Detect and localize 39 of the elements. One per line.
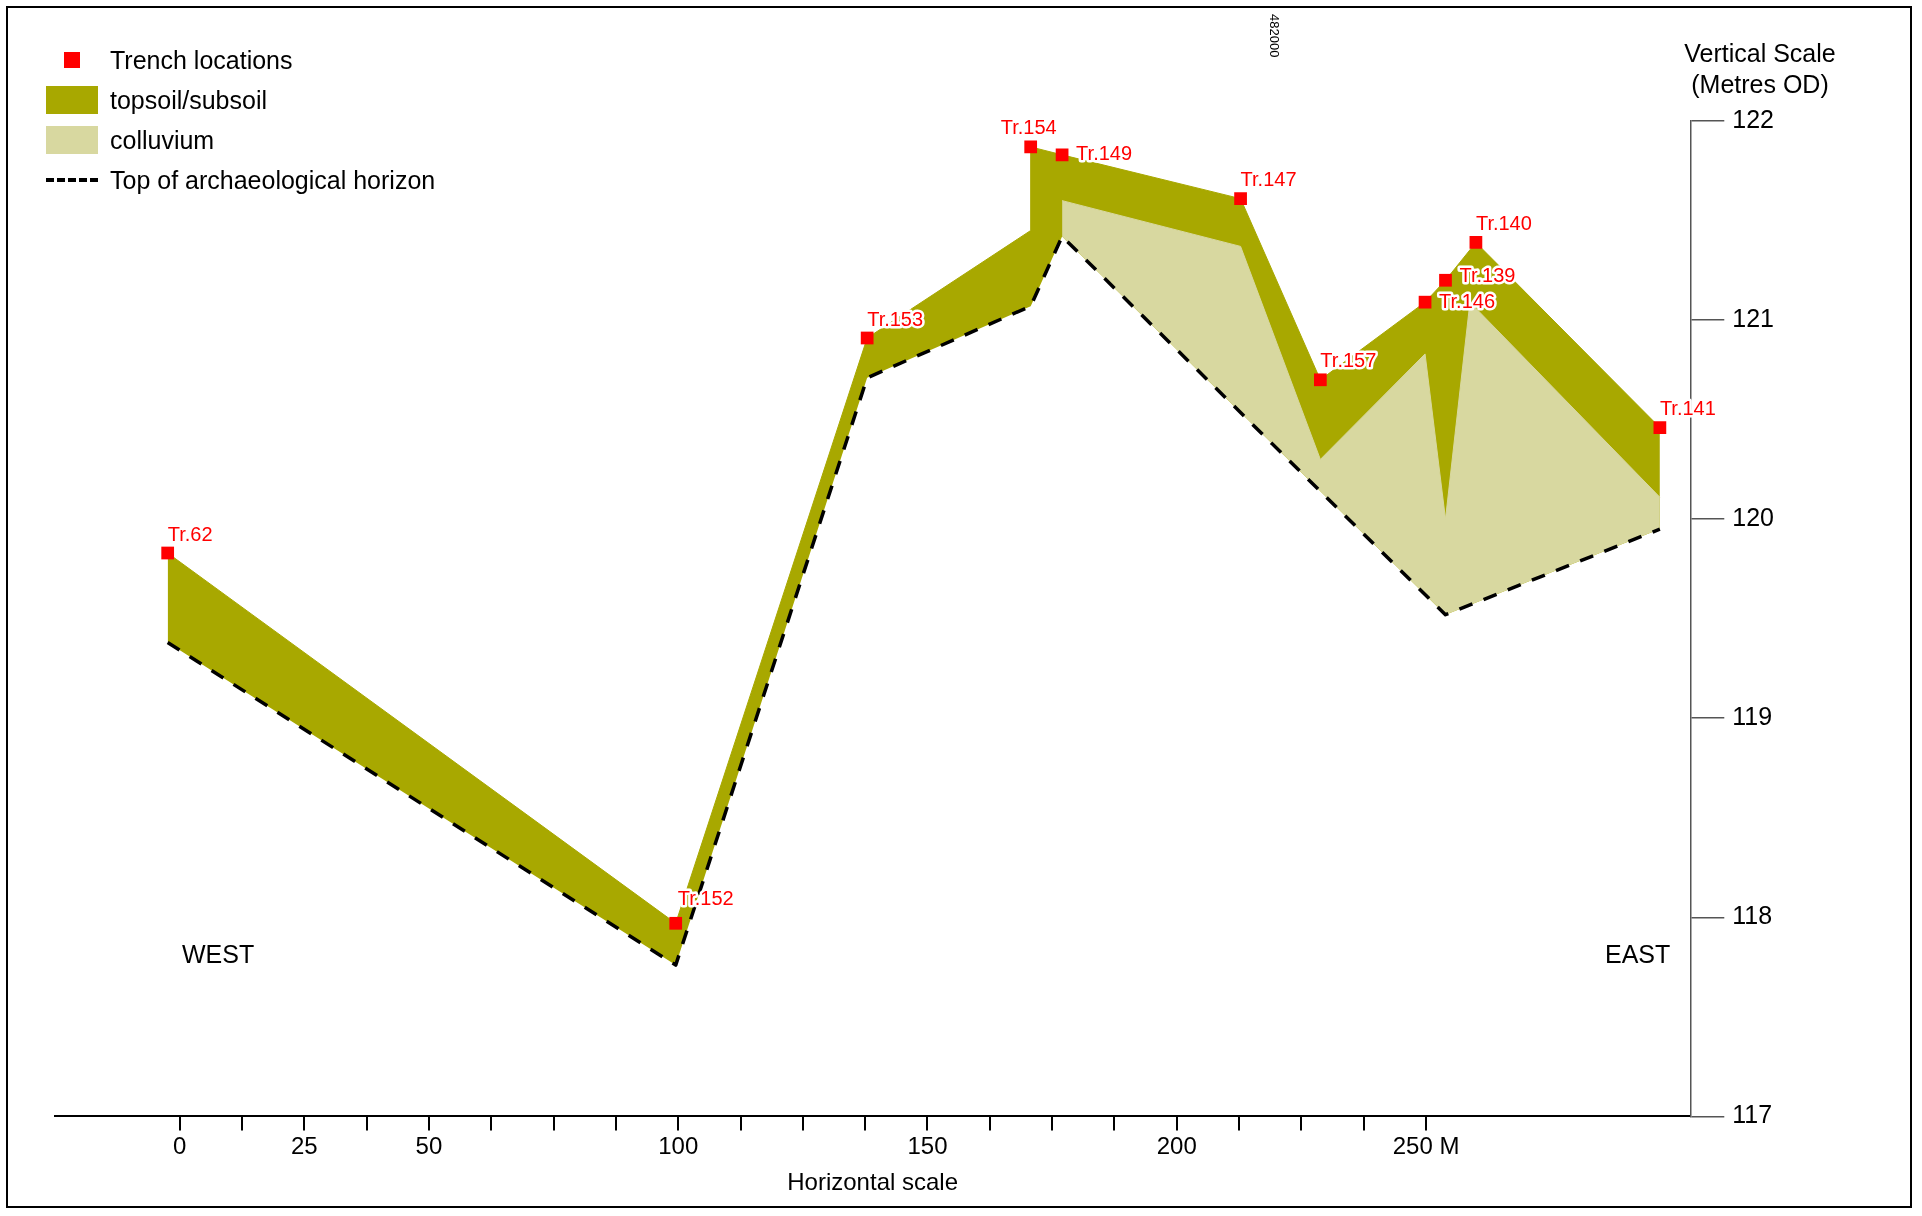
x-tick-label: 100 — [658, 1132, 699, 1160]
legend-label: Trench locations — [110, 45, 293, 75]
text: 482000 — [1267, 14, 1282, 58]
data-label: Tr.154 — [1000, 116, 1057, 139]
y-tick-label: 122 — [1732, 104, 1775, 133]
x-tick-label: 200 — [1156, 1132, 1197, 1160]
point — [1055, 148, 1069, 162]
y-tick-label: 119 — [1732, 702, 1773, 731]
point — [1469, 236, 1483, 249]
y-tick-label: 117 — [1732, 1100, 1773, 1129]
point — [1313, 373, 1327, 387]
y-axis-title: Vertical Scale (Metres OD) — [1683, 38, 1837, 100]
annotation: WEST — [182, 940, 255, 969]
x-tick-label: 50 — [415, 1132, 443, 1160]
y-tick-label: 120 — [1732, 503, 1775, 532]
point — [1418, 295, 1432, 309]
data-label: Tr.140 — [1475, 211, 1532, 234]
point — [860, 331, 874, 345]
x-tick-label: 150 — [907, 1132, 948, 1160]
annotation: EAST — [1605, 940, 1671, 969]
point — [161, 546, 175, 560]
data-label: Tr.149 — [1076, 142, 1133, 165]
data-label: Tr.146 — [1439, 289, 1496, 312]
y-tick-label: 121 — [1732, 303, 1775, 332]
legend-label: Top of archaeological horizon — [110, 165, 436, 195]
point — [1653, 421, 1667, 434]
point — [669, 916, 683, 930]
x-tick-label: 250 M — [1392, 1132, 1460, 1160]
x-tick-label: 25 — [290, 1132, 318, 1160]
point — [1024, 140, 1038, 154]
data-label: Tr.62 — [167, 522, 213, 545]
y-tick-label: 118 — [1732, 901, 1773, 930]
legend-label: colluvium — [110, 125, 215, 155]
point — [1439, 273, 1452, 287]
x-axis-title: Horizontal scale — [787, 1168, 959, 1196]
legend-label: topsoil/subsoil — [110, 85, 268, 115]
point — [1234, 192, 1247, 206]
x-tick-label: 0 — [172, 1132, 187, 1160]
data-label: Tr.147 — [1240, 168, 1297, 191]
